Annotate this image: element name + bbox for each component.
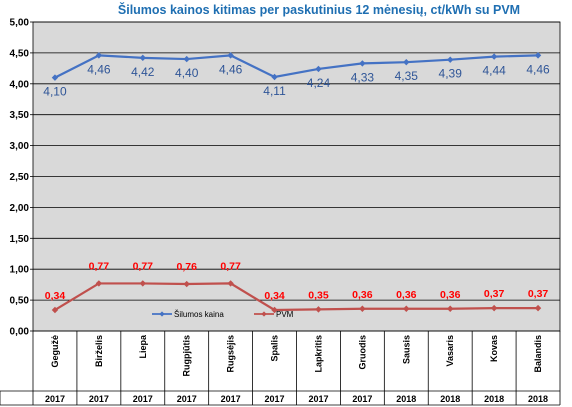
data-point xyxy=(490,53,498,60)
data-label: 4,11 xyxy=(263,84,286,98)
x-year-label: 2017 xyxy=(177,394,197,404)
data-point xyxy=(51,306,59,314)
data-label: 4,46 xyxy=(87,62,111,76)
data-label: 4,46 xyxy=(526,62,550,76)
x-category-label: Spalis xyxy=(270,335,280,362)
data-point xyxy=(139,280,146,287)
x-category-label: Gegužė xyxy=(50,335,60,368)
data-label: 0,36 xyxy=(396,289,417,301)
data-label: 0,77 xyxy=(133,260,154,272)
y-tick-label: 0,50 xyxy=(10,296,30,307)
x-category-label: Rugsėjis xyxy=(226,335,236,373)
data-point xyxy=(403,58,410,66)
series-line xyxy=(54,54,539,79)
x-year-label: 2017 xyxy=(45,394,65,404)
data-label: 0,34 xyxy=(264,290,285,302)
data-point xyxy=(183,55,190,63)
data-point xyxy=(271,73,278,81)
data-label: 4,40 xyxy=(175,66,199,80)
data-point xyxy=(315,65,322,73)
data-point xyxy=(534,52,542,59)
data-label: 4,39 xyxy=(439,67,463,81)
data-point xyxy=(359,60,366,67)
data-label: 0,36 xyxy=(352,289,373,301)
y-tick-label: 2,50 xyxy=(10,172,30,183)
data-label: 0,77 xyxy=(220,260,241,272)
x-category-label: Gruodis xyxy=(357,335,367,370)
y-tick-label: 3,50 xyxy=(10,110,30,121)
y-axis: 0,00 0,50 1,00 1,50 2,00 2,50 3,00 3,50 4,00 4,50… xyxy=(10,18,33,338)
series-line xyxy=(54,282,539,312)
data-point xyxy=(315,306,322,313)
x-year-label: 2017 xyxy=(308,394,328,404)
data-label: 0,37 xyxy=(484,288,505,300)
data-point xyxy=(95,280,103,287)
y-tick-label: 4,50 xyxy=(10,48,30,59)
x-axis-table: Gegužė 2017 Birželis 2017 Liepa 2017 Rugpjūtis… xyxy=(0,331,561,406)
x-year-label: 2017 xyxy=(89,394,109,404)
data-point xyxy=(534,304,542,312)
x-category-label: Birželis xyxy=(94,335,104,367)
legend-marker xyxy=(261,311,267,317)
data-label: 4,35 xyxy=(395,69,419,83)
x-category-label: Kovas xyxy=(489,335,499,362)
legend: Šilumos kaina PVM xyxy=(152,310,294,319)
series-group: 4,10 4,46 4,42 4,40 4,46 4,11 4,24 4,33 4,35 4,39… xyxy=(43,52,550,314)
x-category-label: Vasaris xyxy=(445,335,455,367)
data-label: 0,76 xyxy=(176,261,197,273)
x-category-label: Sausis xyxy=(401,335,411,364)
x-year-label: 2018 xyxy=(528,394,548,404)
x-year-label: 2018 xyxy=(440,394,460,404)
data-label: 0,77 xyxy=(89,260,110,272)
y-tick-label: 2,00 xyxy=(10,203,30,214)
y-tick-label: 3,00 xyxy=(10,141,30,152)
x-category-label: Rugpjūtis xyxy=(182,335,192,377)
data-point xyxy=(359,305,366,312)
data-label: 4,42 xyxy=(131,65,155,79)
data-label: 0,34 xyxy=(45,290,66,302)
y-tick-label: 5,00 xyxy=(10,18,30,29)
data-point xyxy=(490,304,498,312)
data-point xyxy=(447,56,454,63)
legend-label: PVM xyxy=(276,310,294,319)
x-year-label: 2017 xyxy=(133,394,153,404)
data-point xyxy=(51,74,59,81)
data-point xyxy=(227,280,234,287)
legend-label: Šilumos kaina xyxy=(174,310,224,319)
data-label: 4,10 xyxy=(43,85,67,99)
legend-marker xyxy=(159,311,165,317)
data-label: 0,37 xyxy=(528,288,549,300)
x-year-label: 2018 xyxy=(396,394,416,404)
y-tick-label: 1,50 xyxy=(10,234,30,245)
data-label: 4,44 xyxy=(482,64,506,78)
x-year-label: 2017 xyxy=(221,394,241,404)
data-label: 4,24 xyxy=(307,76,331,90)
data-point xyxy=(183,280,190,288)
data-point xyxy=(227,52,234,59)
x-category-label: Balandis xyxy=(533,335,543,373)
x-year-label: 2017 xyxy=(352,394,372,404)
data-label: 4,33 xyxy=(351,70,375,84)
data-point xyxy=(139,54,146,62)
x-category-label: Liepa xyxy=(138,334,148,359)
data-label: 0,36 xyxy=(440,289,461,301)
x-year-label: 2017 xyxy=(265,394,285,404)
y-tick-label: 1,00 xyxy=(10,265,30,276)
data-label: 0,35 xyxy=(308,289,329,301)
data-point xyxy=(271,306,278,314)
data-point xyxy=(403,305,410,312)
y-tick-label: 0,00 xyxy=(10,327,30,338)
data-label: 4,46 xyxy=(219,62,243,76)
data-point xyxy=(95,52,103,59)
y-tick-label: 4,00 xyxy=(10,79,30,90)
x-category-label: Lapkritis xyxy=(313,335,323,373)
x-year-label: 2018 xyxy=(484,394,504,404)
chart-title: Šilumos kainos kitimas per paskutinius 1… xyxy=(118,2,520,17)
data-point xyxy=(447,305,454,312)
